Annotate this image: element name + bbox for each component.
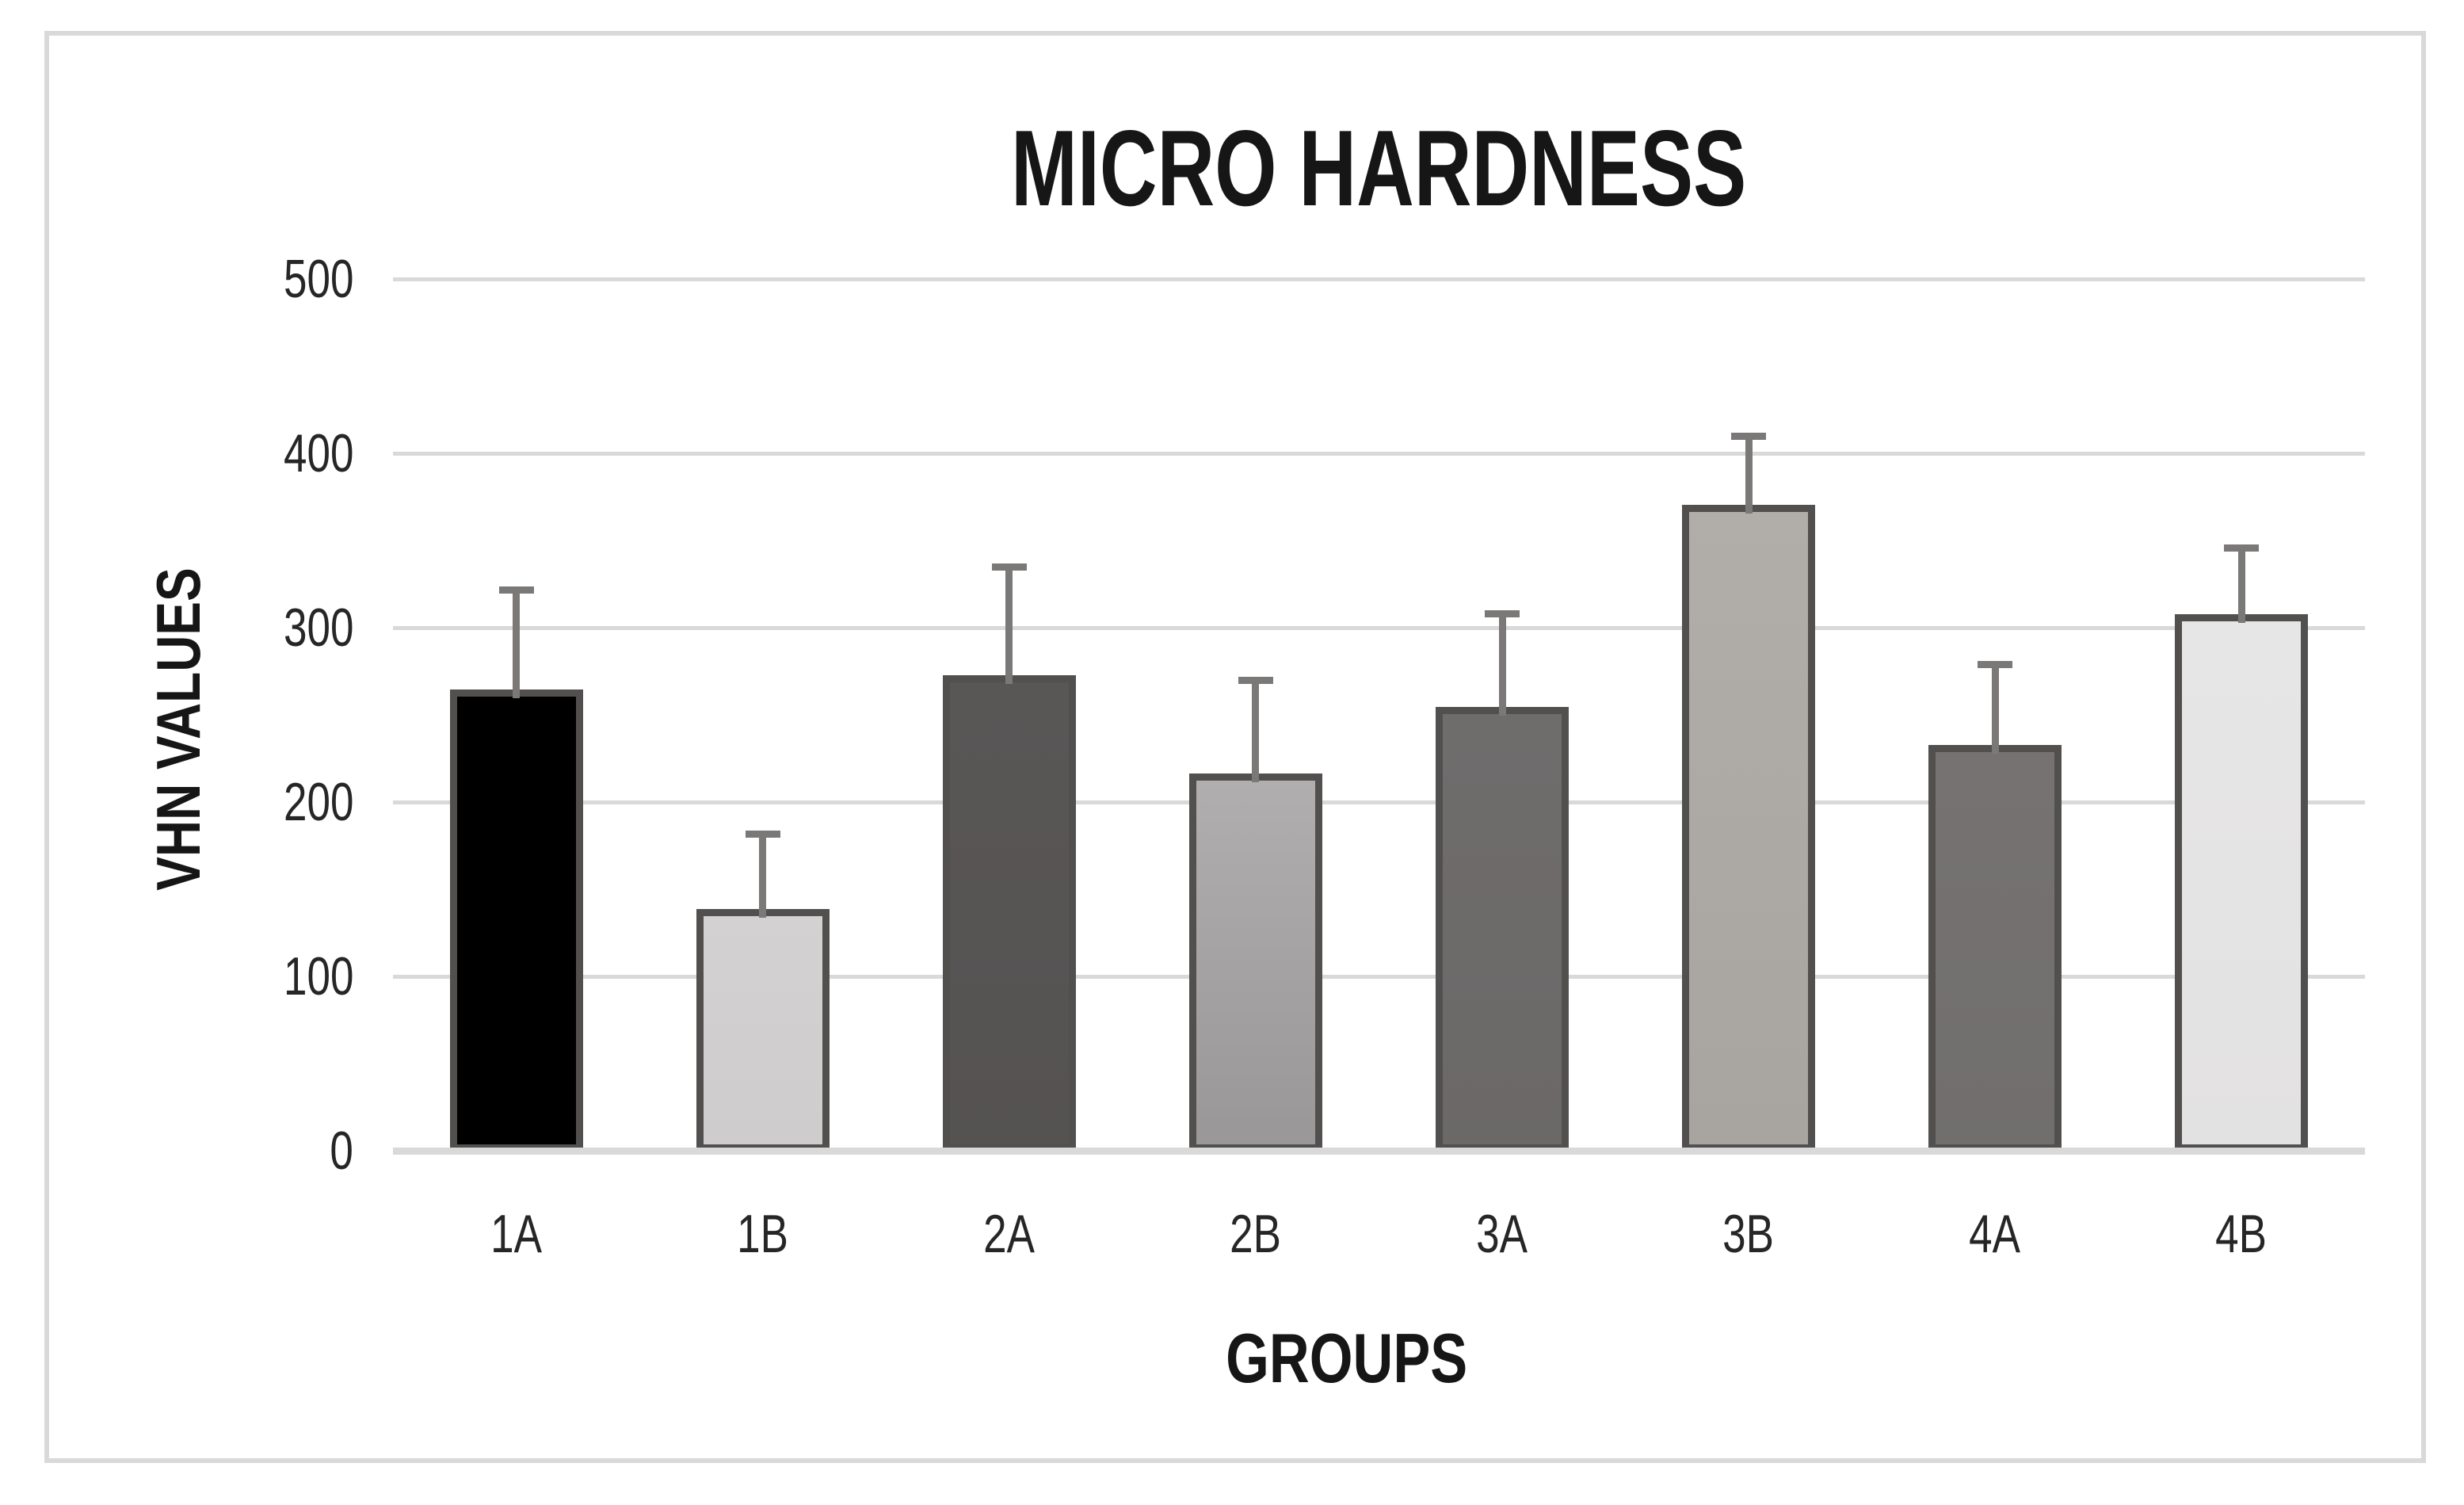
x-category-label-2B: 2B (1137, 1206, 1375, 1262)
x-category-label-text: 2A (983, 1204, 1036, 1264)
error-bar-stem-2A (1005, 567, 1013, 685)
gridline (393, 626, 2365, 630)
error-bar-cap-3A (1485, 610, 1520, 618)
error-bar-cap-4A (1978, 661, 2012, 669)
bar-2A (943, 675, 1076, 1152)
error-bar-stem-2B (1252, 680, 1259, 782)
bar-3B (1682, 505, 1815, 1152)
bar-4A (1928, 745, 2062, 1152)
plot-area (393, 277, 2365, 1155)
gridline (393, 277, 2365, 281)
error-bar-cap-4B (2224, 544, 2259, 552)
y-tick-label-text: 0 (330, 1121, 353, 1181)
error-bar-stem-4B (2238, 547, 2245, 624)
x-axis-title-text: GROUPS (1226, 1319, 1468, 1397)
gridline (393, 452, 2365, 456)
x-category-label-1A: 1A (398, 1206, 635, 1262)
x-axis-line (393, 1148, 2365, 1155)
y-tick-label: 0 (119, 1123, 353, 1178)
y-tick-label-text: 100 (283, 946, 353, 1007)
error-bar-stem-3A (1499, 613, 1506, 716)
bar-2B (1189, 774, 1322, 1152)
x-category-label-3A: 3A (1383, 1206, 1621, 1262)
y-tick-label-text: 400 (283, 423, 353, 483)
y-tick-label: 400 (119, 426, 353, 481)
y-tick-label-text: 200 (283, 772, 353, 832)
x-category-label-4B: 4B (2123, 1206, 2360, 1262)
y-tick-label: 300 (119, 600, 353, 655)
y-tick-label: 200 (119, 774, 353, 830)
bar-1B (696, 909, 830, 1152)
x-category-label-2A: 2A (891, 1206, 1128, 1262)
y-tick-label: 500 (119, 251, 353, 307)
error-bar-stem-1B (759, 833, 766, 919)
x-category-label-3B: 3B (1630, 1206, 1867, 1262)
bar-4B (2175, 614, 2308, 1152)
x-axis-title: GROUPS (1109, 1322, 1585, 1395)
y-tick-label: 100 (119, 949, 353, 1004)
x-category-label-4A: 4A (1876, 1206, 2114, 1262)
y-axis-title: VHN VALUES (139, 469, 218, 989)
gridline (393, 800, 2365, 804)
bar-3A (1436, 707, 1569, 1152)
y-tick-label-text: 500 (283, 249, 353, 309)
x-category-label-text: 1A (490, 1204, 543, 1264)
x-category-label-1B: 1B (644, 1206, 882, 1262)
error-bar-stem-3B (1745, 436, 1753, 514)
gridline (393, 975, 2365, 979)
chart-title-text: MICRO HARDNESS (1010, 108, 1747, 228)
bar-1A (450, 689, 583, 1152)
error-bar-stem-1A (513, 589, 520, 698)
error-bar-cap-2B (1238, 677, 1273, 684)
x-category-label-text: 2B (1230, 1204, 1282, 1264)
error-bar-cap-1B (746, 830, 780, 838)
error-bar-cap-3B (1731, 433, 1766, 440)
x-category-label-text: 3A (1476, 1204, 1528, 1264)
y-tick-label-text: 300 (283, 598, 353, 658)
error-bar-cap-1A (499, 586, 534, 594)
x-category-label-text: 1B (737, 1204, 789, 1264)
x-category-label-text: 4A (1969, 1204, 2021, 1264)
x-category-label-text: 3B (1722, 1204, 1775, 1264)
x-category-label-text: 4B (2215, 1204, 2268, 1264)
chart-title: MICRO HARDNESS (745, 113, 2012, 223)
error-bar-cap-2A (992, 563, 1027, 571)
error-bar-stem-4A (1992, 664, 1999, 754)
